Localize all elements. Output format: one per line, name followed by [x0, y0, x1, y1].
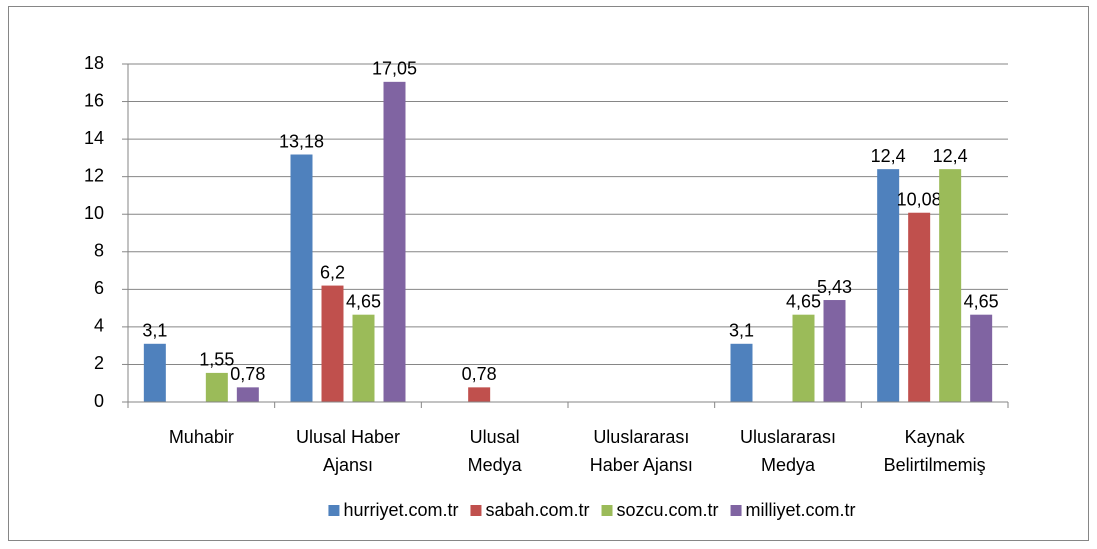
x-tick-label-line: Ulusal	[470, 427, 520, 447]
x-tick-label-line: Muhabir	[169, 427, 234, 447]
data-label: 0,78	[230, 364, 265, 384]
bar	[383, 81, 406, 402]
x-tick-label: Uluslararası Medya	[740, 427, 836, 475]
bar	[792, 314, 815, 402]
bar	[143, 343, 166, 402]
x-tick-label-line: Belirtilmemiş	[884, 455, 986, 475]
legend-swatch	[470, 505, 482, 516]
y-tick-label: 16	[84, 90, 104, 110]
data-label: 4,65	[964, 291, 999, 311]
legend-label: milliyet.com.tr	[746, 500, 856, 520]
x-tick-label-line: Ulusal Haber	[296, 427, 400, 447]
y-tick-label: 4	[94, 316, 104, 336]
data-label: 13,18	[279, 131, 324, 151]
x-tick-label-line: Uluslararası	[740, 427, 836, 447]
y-tick-label: 14	[84, 128, 104, 148]
data-label: 1,55	[199, 350, 234, 370]
bar	[321, 285, 344, 402]
bar	[352, 314, 375, 402]
legend-label: sabah.com.tr	[485, 500, 589, 520]
data-label: 10,08	[897, 189, 942, 209]
x-tick-label-line: Medya	[468, 455, 523, 475]
y-tick-label: 2	[94, 353, 104, 373]
y-tick-label: 6	[94, 278, 104, 298]
data-label: 4,65	[786, 291, 821, 311]
data-label: 12,4	[933, 146, 968, 166]
bar	[939, 169, 962, 402]
legend-swatch	[328, 505, 340, 516]
bar	[877, 169, 900, 402]
y-tick-label: 12	[84, 165, 104, 185]
x-tick-label: Ulusal Haber Ajansı	[296, 427, 400, 475]
y-tick-label: 10	[84, 203, 104, 223]
data-label: 5,43	[817, 277, 852, 297]
data-label: 3,1	[142, 321, 167, 341]
data-label: 6,2	[320, 262, 345, 282]
legend-label: hurriyet.com.tr	[343, 500, 458, 520]
data-label: 4,65	[346, 291, 381, 311]
x-tick-label-line: Kaynak	[905, 427, 966, 447]
data-label: 0,78	[462, 364, 497, 384]
data-label: 17,05	[372, 59, 417, 79]
x-tick-label-line: Medya	[761, 455, 816, 475]
y-tick-label: 0	[94, 391, 104, 411]
bar	[730, 343, 753, 402]
x-tick-label-line: Haber Ajansı	[590, 455, 693, 475]
bar	[236, 387, 259, 402]
bar	[970, 314, 993, 402]
bar	[290, 154, 313, 402]
bar	[468, 387, 491, 402]
legend-label: sozcu.com.tr	[617, 500, 719, 520]
x-tick-label: Uluslararası Haber Ajansı	[590, 427, 693, 475]
legend-swatch	[601, 505, 613, 516]
data-label: 12,4	[871, 146, 906, 166]
x-tick-label-line: Ajansı	[323, 455, 373, 475]
x-tick-label: Ulusal Medya	[468, 427, 523, 475]
data-label: 3,1	[729, 321, 754, 341]
x-tick-label-line: Uluslararası	[593, 427, 689, 447]
bar	[823, 300, 846, 402]
x-tick-label: Kaynak Belirtilmemiş	[884, 427, 986, 475]
y-tick-label: 8	[94, 241, 104, 261]
x-tick-label: Muhabir	[169, 427, 234, 447]
legend-swatch	[730, 505, 742, 516]
bar	[908, 212, 931, 402]
legend: hurriyet.com.tr sabah.com.tr sozcu.com.tr m…	[328, 500, 856, 520]
bar	[205, 372, 228, 402]
y-tick-label: 18	[84, 53, 104, 73]
